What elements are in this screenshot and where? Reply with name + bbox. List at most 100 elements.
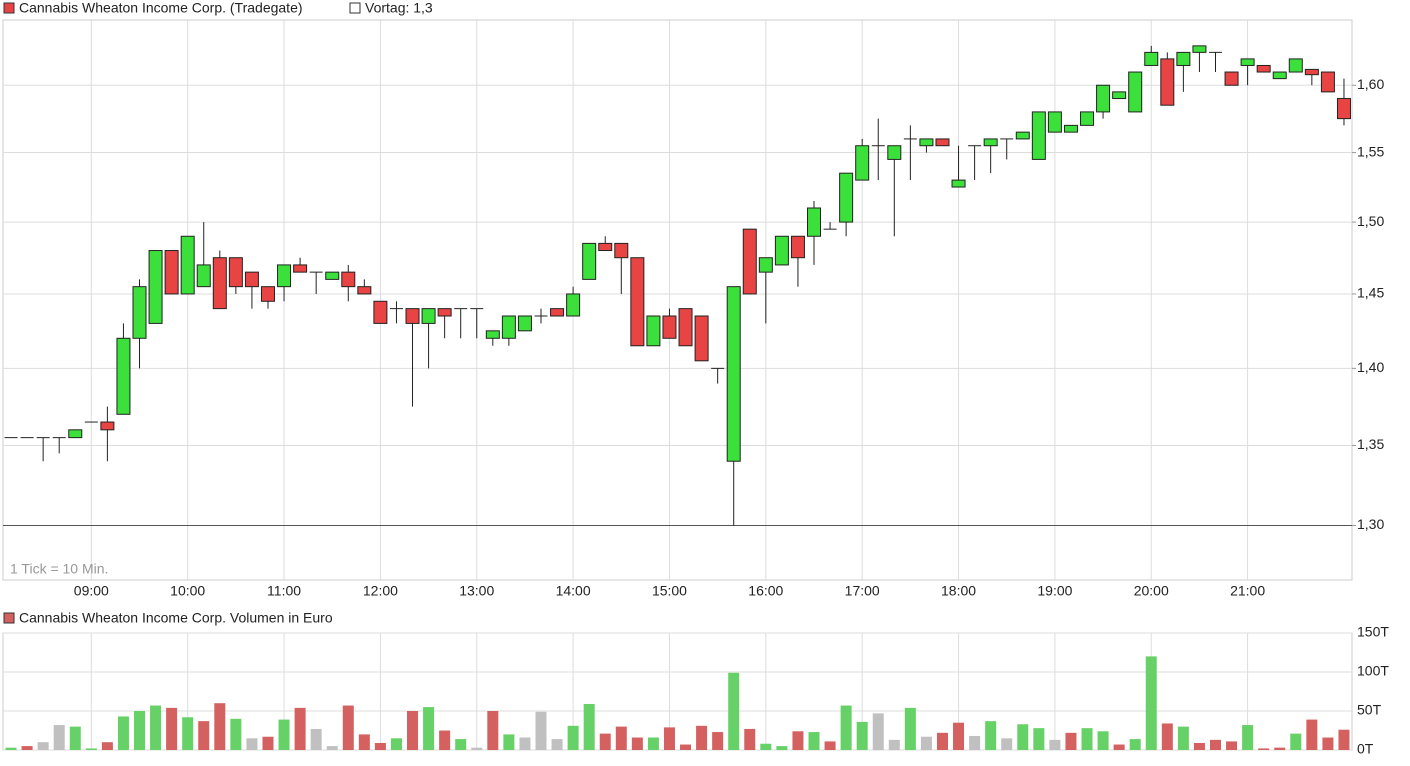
- volume-bar: [1209, 739, 1221, 750]
- candle-body: [694, 315, 709, 362]
- volume-bar: [1193, 742, 1205, 750]
- volume-bar: [744, 728, 756, 750]
- candle-body: [437, 308, 452, 317]
- candle-body: [1304, 68, 1319, 76]
- candle-body: [1240, 58, 1255, 66]
- volume-bar: [953, 722, 965, 750]
- y-tick-label: 1,35: [1357, 436, 1384, 452]
- volume-bar: [519, 737, 531, 750]
- volume-bar: [374, 742, 386, 750]
- candle-body: [1144, 51, 1159, 66]
- candle-body: [1256, 64, 1271, 73]
- candle-body: [1288, 58, 1303, 73]
- volume-bar: [728, 672, 740, 750]
- volume-bar: [1290, 733, 1302, 750]
- volume-bar: [583, 703, 595, 750]
- y-tick-label: 100T: [1357, 663, 1389, 679]
- candle-body: [196, 264, 211, 288]
- candle-body: [1096, 84, 1111, 113]
- volume-bar: [342, 705, 354, 750]
- volume-bar: [792, 731, 804, 750]
- volume-bar: [134, 711, 146, 750]
- y-tick-label: 1,60: [1357, 76, 1384, 92]
- candle-body: [132, 286, 147, 339]
- candle-body: [148, 250, 163, 324]
- volume-bar: [198, 721, 210, 750]
- y-tick-label: 1,30: [1357, 516, 1384, 532]
- volume-bar: [1226, 741, 1238, 750]
- candle-body: [742, 228, 757, 295]
- volume-bar: [101, 742, 113, 750]
- legend-swatch: [349, 2, 361, 14]
- candle-body: [1112, 91, 1127, 100]
- candle-body: [839, 172, 854, 223]
- x-tick-label: 13:00: [459, 583, 494, 599]
- candle-body: [774, 235, 789, 266]
- volume-bar: [824, 741, 836, 750]
- volume-bar: [696, 725, 708, 750]
- x-tick-label: 11:00: [267, 583, 301, 599]
- volume-bar: [551, 739, 563, 750]
- chart-title: Cannabis Wheaton Income Corp. (Tradegate…: [19, 0, 303, 16]
- volume-bar: [423, 707, 435, 750]
- candle-body: [550, 308, 565, 317]
- candle-body: [598, 242, 613, 252]
- volume-bar: [1161, 723, 1173, 750]
- volume-bar: [69, 726, 81, 750]
- candle-body: [517, 315, 532, 332]
- candle-body: [212, 257, 227, 310]
- volume-bar: [390, 738, 402, 750]
- x-tick-label: 19:00: [1037, 583, 1072, 599]
- candle-body: [228, 257, 243, 288]
- y-tick-label: 1,45: [1357, 285, 1384, 301]
- legend-swatch: [3, 2, 15, 14]
- candle-body: [1031, 111, 1046, 160]
- volume-bar: [21, 746, 33, 750]
- volume-bar: [1129, 739, 1141, 750]
- volume-bar: [53, 725, 65, 750]
- volume-bar: [936, 732, 948, 750]
- candle-body: [164, 250, 179, 295]
- candle-body: [678, 308, 693, 347]
- volume-bar: [117, 716, 129, 750]
- volume-bar: [599, 733, 611, 750]
- candle-body: [421, 308, 436, 324]
- annotation: 1 Tick = 10 Min.: [10, 561, 108, 577]
- candle-body: [277, 264, 292, 288]
- candle-body: [116, 337, 131, 415]
- y-tick-label: 0T: [1357, 741, 1374, 757]
- volume-bar: [1177, 726, 1189, 750]
- volume-bar: [294, 707, 306, 750]
- candle-body: [887, 145, 902, 160]
- y-tick-label: 1,50: [1357, 213, 1384, 229]
- candle-body: [100, 421, 115, 431]
- volume-bar: [535, 711, 547, 750]
- volume-bar: [310, 728, 322, 750]
- volume-bar: [647, 737, 659, 750]
- volume-bar: [888, 739, 900, 750]
- volume-bar: [1306, 719, 1318, 750]
- x-tick-label: 12:00: [363, 583, 398, 599]
- candle-body: [983, 138, 998, 147]
- volume-bar: [471, 747, 483, 750]
- x-tick-label: 15:00: [652, 583, 687, 599]
- candle-body: [1063, 124, 1078, 133]
- volume-bar: [262, 736, 274, 750]
- volume-bar: [37, 742, 49, 750]
- y-tick-label: 1,55: [1357, 143, 1384, 159]
- volume-bar: [439, 730, 451, 750]
- candle-body: [1176, 51, 1191, 66]
- x-tick-label: 20:00: [1134, 583, 1169, 599]
- volume-bar: [567, 725, 579, 750]
- candle-body: [373, 300, 388, 324]
- y-tick-label: 50T: [1357, 702, 1382, 718]
- candle-body: [951, 179, 966, 188]
- candle-body: [501, 315, 516, 339]
- candle-body: [935, 138, 950, 147]
- candle-body: [566, 293, 581, 317]
- candle-body: [1015, 131, 1030, 140]
- x-tick-label: 17:00: [845, 583, 880, 599]
- volume-bar: [182, 717, 194, 750]
